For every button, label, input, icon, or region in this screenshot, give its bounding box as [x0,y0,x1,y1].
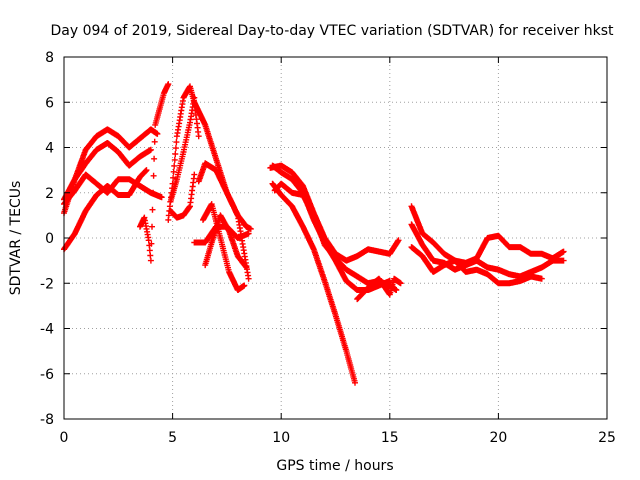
x-axis-label: GPS time / hours [276,458,393,474]
y-tick-label: 6 [45,95,54,111]
x-tick-label: 20 [489,430,507,446]
series-arc-m [202,212,250,271]
y-tick-label: -4 [40,322,54,338]
x-tick-labels: 0 5 10 15 20 25 [60,430,616,446]
series-arc-p [271,180,400,293]
data-points [61,81,567,386]
y-tick-label: 0 [45,231,54,247]
y-axis-label: SDTVAR / TECUs [8,181,24,296]
x-tick-label: 15 [381,430,399,446]
plus-markers [167,171,198,221]
chart-title: Day 094 of 2019, Sidereal Day-to-day VTE… [51,23,614,39]
series-arc-g [167,94,198,205]
plot-frame [63,56,608,420]
series-arc-r [354,275,404,303]
y-tick-label: 4 [45,141,54,157]
plus-markers [408,244,545,287]
series-arc-e [137,81,172,264]
series-arc-q [269,180,358,386]
y-tick-label: -6 [40,367,54,383]
y-tick-label: -2 [40,276,54,292]
x-tick-label: 0 [60,430,69,446]
series-arc-h [167,171,198,221]
plus-markers [167,94,198,205]
y-tick-label: 2 [45,186,54,202]
plus-markers [408,203,567,266]
plus-markers [271,180,400,293]
y-tick-label: -8 [40,412,54,428]
x-tick-label: 25 [598,430,616,446]
series-arc-s [408,203,567,266]
plus-markers [191,99,254,232]
series-arc-k [195,160,252,282]
x-tick-label: 5 [168,430,177,446]
plus-markers [195,160,252,282]
plus-markers [269,180,358,386]
y-tick-label: 8 [45,50,54,66]
plus-markers [269,162,393,293]
plus-markers [137,81,172,264]
series-arc-o [269,162,393,293]
plus-markers [354,275,404,303]
y-tick-labels: -8 -6 -4 -2 0 2 4 6 8 [40,50,54,428]
series-arc-i [191,99,254,232]
series-arc-u [408,244,545,287]
plus-markers [202,212,250,271]
x-tick-label: 10 [272,430,290,446]
